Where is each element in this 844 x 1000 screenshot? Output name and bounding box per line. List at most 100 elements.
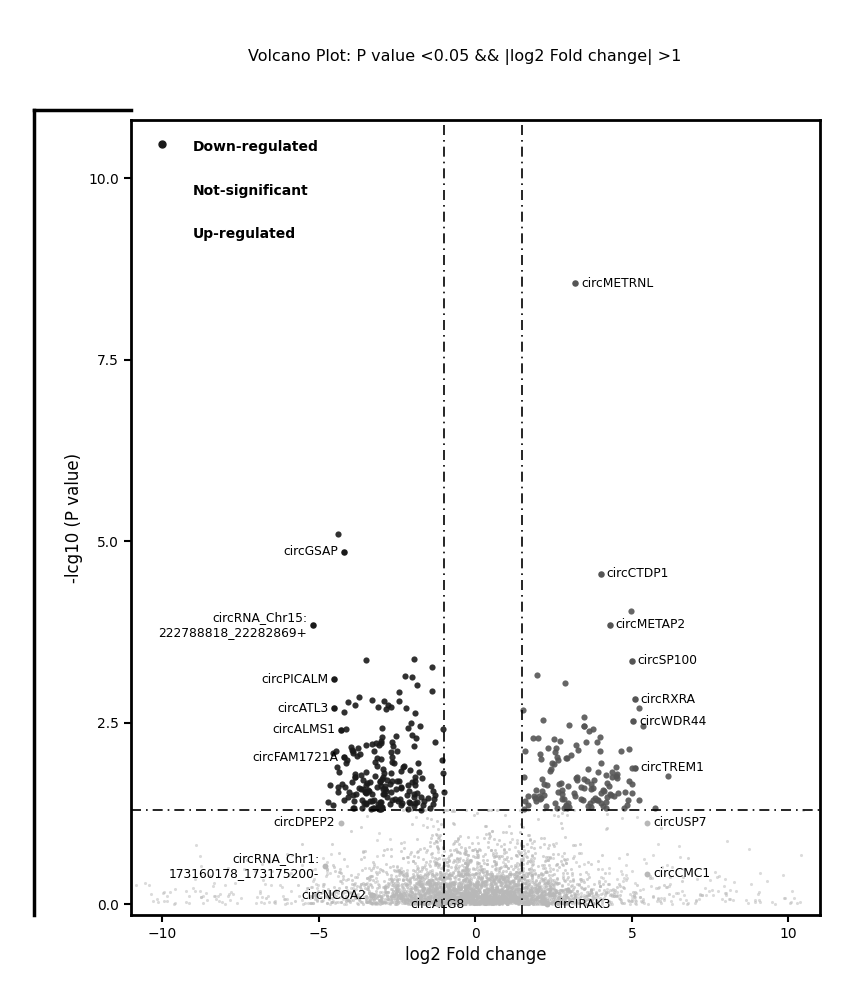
Point xyxy=(257,895,271,911)
Point xyxy=(521,889,534,905)
Point xyxy=(456,872,469,888)
Point xyxy=(493,894,506,910)
Point xyxy=(510,877,523,893)
Point xyxy=(431,886,445,902)
Point xyxy=(414,888,428,904)
Point xyxy=(617,880,630,896)
Point xyxy=(430,883,444,899)
Point xyxy=(498,873,511,889)
Point xyxy=(430,892,444,908)
Point xyxy=(477,896,490,912)
Point xyxy=(344,739,358,755)
Point xyxy=(555,895,569,911)
Point xyxy=(688,892,701,908)
Point xyxy=(517,890,530,906)
Point xyxy=(390,871,403,887)
Point xyxy=(496,891,510,907)
Point xyxy=(531,875,544,891)
Point xyxy=(497,845,511,861)
Point xyxy=(399,889,413,905)
Point xyxy=(652,879,665,895)
Point xyxy=(491,883,505,899)
Point xyxy=(511,865,525,881)
Point xyxy=(566,848,580,864)
Point xyxy=(407,887,420,903)
Point xyxy=(513,851,527,867)
Point xyxy=(403,881,416,897)
Point xyxy=(407,891,420,907)
Point xyxy=(471,880,484,896)
Point xyxy=(462,887,475,903)
Point xyxy=(462,870,475,886)
Point xyxy=(511,880,524,896)
Point xyxy=(468,866,481,882)
Point xyxy=(467,896,480,912)
Point xyxy=(189,837,203,853)
Point xyxy=(400,891,414,907)
Point xyxy=(338,872,352,888)
Point xyxy=(546,889,560,905)
Point xyxy=(520,880,533,896)
Point xyxy=(460,863,473,879)
Point xyxy=(339,893,353,909)
Point xyxy=(562,893,576,909)
Point xyxy=(453,887,467,903)
Point xyxy=(406,853,419,869)
Point xyxy=(379,884,392,900)
Point xyxy=(488,868,501,884)
Point xyxy=(369,894,382,910)
Point xyxy=(478,890,491,906)
Point xyxy=(377,786,391,802)
Point xyxy=(438,892,452,908)
Point xyxy=(398,895,412,911)
Point xyxy=(519,848,533,864)
Point xyxy=(325,836,338,852)
Point xyxy=(493,889,506,905)
Point xyxy=(588,890,602,906)
Point xyxy=(410,896,424,912)
Point xyxy=(421,883,435,899)
Point xyxy=(459,887,473,903)
Point xyxy=(517,867,531,883)
Point xyxy=(640,896,653,912)
Point xyxy=(614,863,627,879)
Point xyxy=(515,880,528,896)
Point xyxy=(417,880,430,896)
Point xyxy=(463,894,477,910)
Point xyxy=(492,890,506,906)
Point xyxy=(533,888,547,904)
Point xyxy=(457,879,470,895)
Point xyxy=(420,891,434,907)
Point xyxy=(498,882,511,898)
Point xyxy=(528,882,541,898)
Point xyxy=(535,873,549,889)
Point xyxy=(455,893,468,909)
Point xyxy=(360,782,374,798)
Point xyxy=(390,877,403,893)
Point xyxy=(457,855,471,871)
Point xyxy=(446,880,460,896)
Point xyxy=(489,860,502,876)
Point xyxy=(508,878,522,894)
Point xyxy=(546,893,560,909)
Point xyxy=(425,878,439,894)
Point xyxy=(622,773,636,789)
Point xyxy=(525,874,538,890)
Point xyxy=(511,881,524,897)
Point xyxy=(406,894,419,910)
Point xyxy=(551,895,565,911)
Point xyxy=(502,885,516,901)
Point xyxy=(442,878,456,894)
Point xyxy=(504,882,517,898)
Point xyxy=(691,891,705,907)
Point xyxy=(515,870,528,886)
Point xyxy=(489,879,502,895)
Point xyxy=(536,836,549,852)
Point xyxy=(470,879,484,895)
Point xyxy=(491,894,505,910)
Point xyxy=(557,882,571,898)
Point xyxy=(522,861,536,877)
Point xyxy=(410,868,424,884)
Point xyxy=(372,892,386,908)
Point xyxy=(441,889,454,905)
